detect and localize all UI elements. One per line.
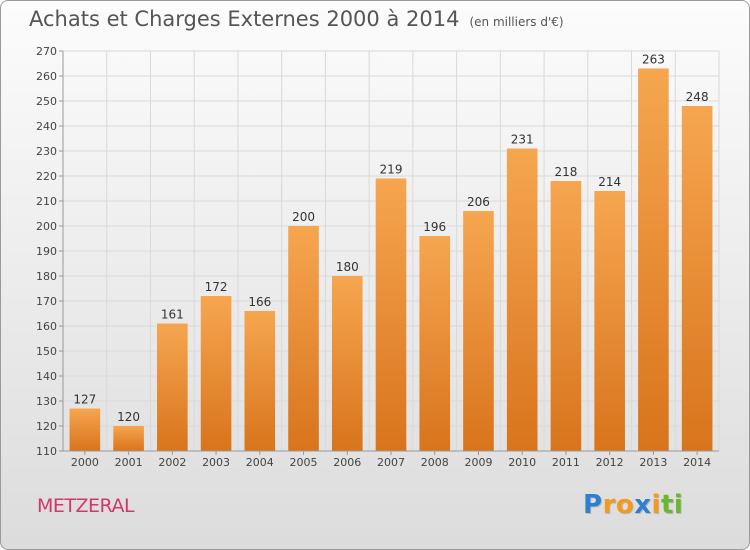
value-label: 180: [336, 260, 359, 274]
y-tick-label: 250: [36, 95, 57, 108]
x-tick-label: 2000: [71, 456, 99, 469]
y-tick-label: 170: [36, 295, 57, 308]
value-label: 214: [598, 175, 621, 189]
bar-2001: [113, 426, 144, 451]
value-label: 196: [423, 220, 446, 234]
bar-2002: [157, 323, 188, 451]
value-label: 172: [205, 280, 228, 294]
x-tick-label: 2008: [421, 456, 449, 469]
bar-2000: [69, 408, 101, 451]
y-tick-label: 270: [36, 45, 57, 58]
logo-letter: t: [660, 490, 674, 520]
value-label: 263: [642, 53, 665, 67]
y-tick-label: 110: [36, 445, 57, 458]
axes: [59, 50, 719, 455]
y-tick-label: 260: [36, 70, 57, 83]
x-tick-label: 2002: [158, 456, 186, 469]
bar-2003: [200, 296, 232, 451]
y-tick-label: 240: [36, 120, 57, 133]
x-tick-label: 2005: [290, 456, 318, 469]
x-tick-label: 2009: [464, 456, 492, 469]
bar-2013: [638, 68, 669, 451]
bar-2008: [419, 236, 451, 451]
y-tick-label: 210: [36, 195, 57, 208]
value-label: 231: [511, 133, 534, 147]
x-tick-label: 2003: [202, 456, 230, 469]
bar-2011: [550, 181, 582, 451]
chart-unit: (en milliers d'€): [469, 15, 564, 29]
y-tick-label: 120: [36, 420, 57, 433]
logo-letter: r: [602, 490, 616, 520]
value-label: 218: [554, 165, 577, 179]
logo-letter: i: [673, 490, 684, 520]
y-tick-label: 220: [36, 170, 57, 183]
bar-2007: [375, 178, 407, 451]
logo-letter: o: [615, 490, 635, 520]
x-tick-label: 2010: [508, 456, 536, 469]
logo-letter: i: [651, 490, 661, 520]
logo-letter: x: [634, 490, 652, 520]
x-tick-label: 2011: [552, 456, 580, 469]
y-tick-label: 130: [36, 395, 57, 408]
y-tick-label: 200: [36, 220, 57, 233]
value-label: 166: [248, 295, 271, 309]
proxiti-logo: Proxiti: [583, 490, 683, 520]
labels: 110 120 130 140 150 160 170 180 190 200 210 220 230 2…: [36, 45, 711, 469]
bars: [69, 68, 713, 451]
x-tick-label: 2006: [333, 456, 361, 469]
bar-2005: [288, 226, 319, 451]
place-name: METZERAL: [37, 495, 135, 517]
bar-2014: [681, 106, 713, 451]
x-tick-label: 2013: [639, 456, 667, 469]
bar-2006: [331, 276, 363, 451]
x-tick-label: 2004: [246, 456, 274, 469]
y-tick-label: 180: [36, 270, 57, 283]
value-label: 219: [380, 163, 403, 177]
value-label: 200: [292, 210, 315, 224]
y-tick-label: 150: [36, 345, 57, 358]
bar-2004: [244, 311, 276, 451]
value-label: 120: [117, 410, 140, 424]
y-tick-label: 160: [36, 320, 57, 333]
x-tick-label: 2001: [115, 456, 143, 469]
x-tick-label: 2014: [683, 456, 711, 469]
bar-2010: [506, 148, 538, 451]
bar-2012: [594, 191, 625, 451]
value-label: 248: [686, 90, 709, 104]
chart-title: Achats et Charges Externes 2000 à 2014: [29, 7, 460, 31]
chart-title-block: Achats et Charges Externes 2000 à 2014 (e…: [29, 7, 564, 31]
value-label: 127: [73, 393, 96, 407]
y-tick-label: 140: [36, 370, 57, 383]
x-tick-label: 2012: [596, 456, 624, 469]
value-label: 161: [161, 308, 184, 322]
x-tick-label: 2007: [377, 456, 405, 469]
y-tick-label: 190: [36, 245, 57, 258]
logo-letter: P: [583, 490, 603, 520]
value-label: 206: [467, 195, 490, 209]
y-tick-label: 230: [36, 145, 57, 158]
bar-2009: [463, 211, 494, 451]
